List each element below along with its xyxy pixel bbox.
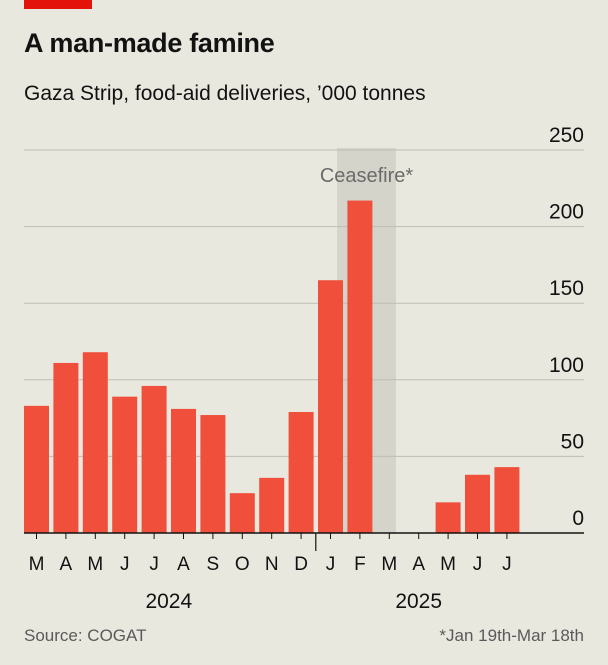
bar [82,352,108,533]
bar [465,474,490,533]
x-tick-label: M [440,554,456,575]
chart-title: A man-made famine [24,28,275,58]
x-tick-label: J [120,554,130,575]
bar [494,467,520,533]
bar [141,385,167,533]
footnote: *Jan 19th-Mar 18th [439,626,584,645]
x-tick-label: N [265,554,279,575]
x-tick-label: J [473,554,483,575]
chart-subtitle: Gaza Strip, food-aid deliveries, ’000 to… [24,82,426,105]
bar [200,415,226,533]
x-tick-label: J [326,554,336,575]
ceasefire-label: Ceasefire* [320,165,414,187]
x-tick-label: J [502,554,512,575]
y-tick-label: 150 [549,277,584,300]
bar [288,411,314,533]
bar [112,396,138,533]
bar [259,477,285,533]
y-tick-label: 200 [549,201,584,224]
bar [229,493,255,533]
x-tick-label: F [354,554,366,575]
y-tick-label: 250 [549,124,584,147]
x-tick-label: J [149,554,159,575]
bar [171,408,196,533]
source-note: Source: COGAT [24,626,147,645]
year-label: 2024 [145,590,192,613]
x-tick-label: A [177,554,190,575]
bar [53,362,79,533]
brand-tab [24,0,92,9]
x-tick-label: S [207,554,220,575]
x-tick-label: D [294,554,308,575]
x-tick-label: M [29,554,45,575]
x-tick-label: O [235,554,250,575]
bar [435,502,461,533]
y-tick-label: 50 [561,430,584,453]
bar [318,280,343,533]
x-tick-label: A [60,554,73,575]
x-tick-label: A [412,554,425,575]
y-tick-label: 0 [572,507,584,530]
y-tick-label: 100 [549,354,584,377]
x-tick-label: M [381,554,397,575]
x-tick-label: M [87,554,103,575]
bar [24,405,49,533]
bar [347,200,373,533]
year-label: 2025 [395,590,442,613]
